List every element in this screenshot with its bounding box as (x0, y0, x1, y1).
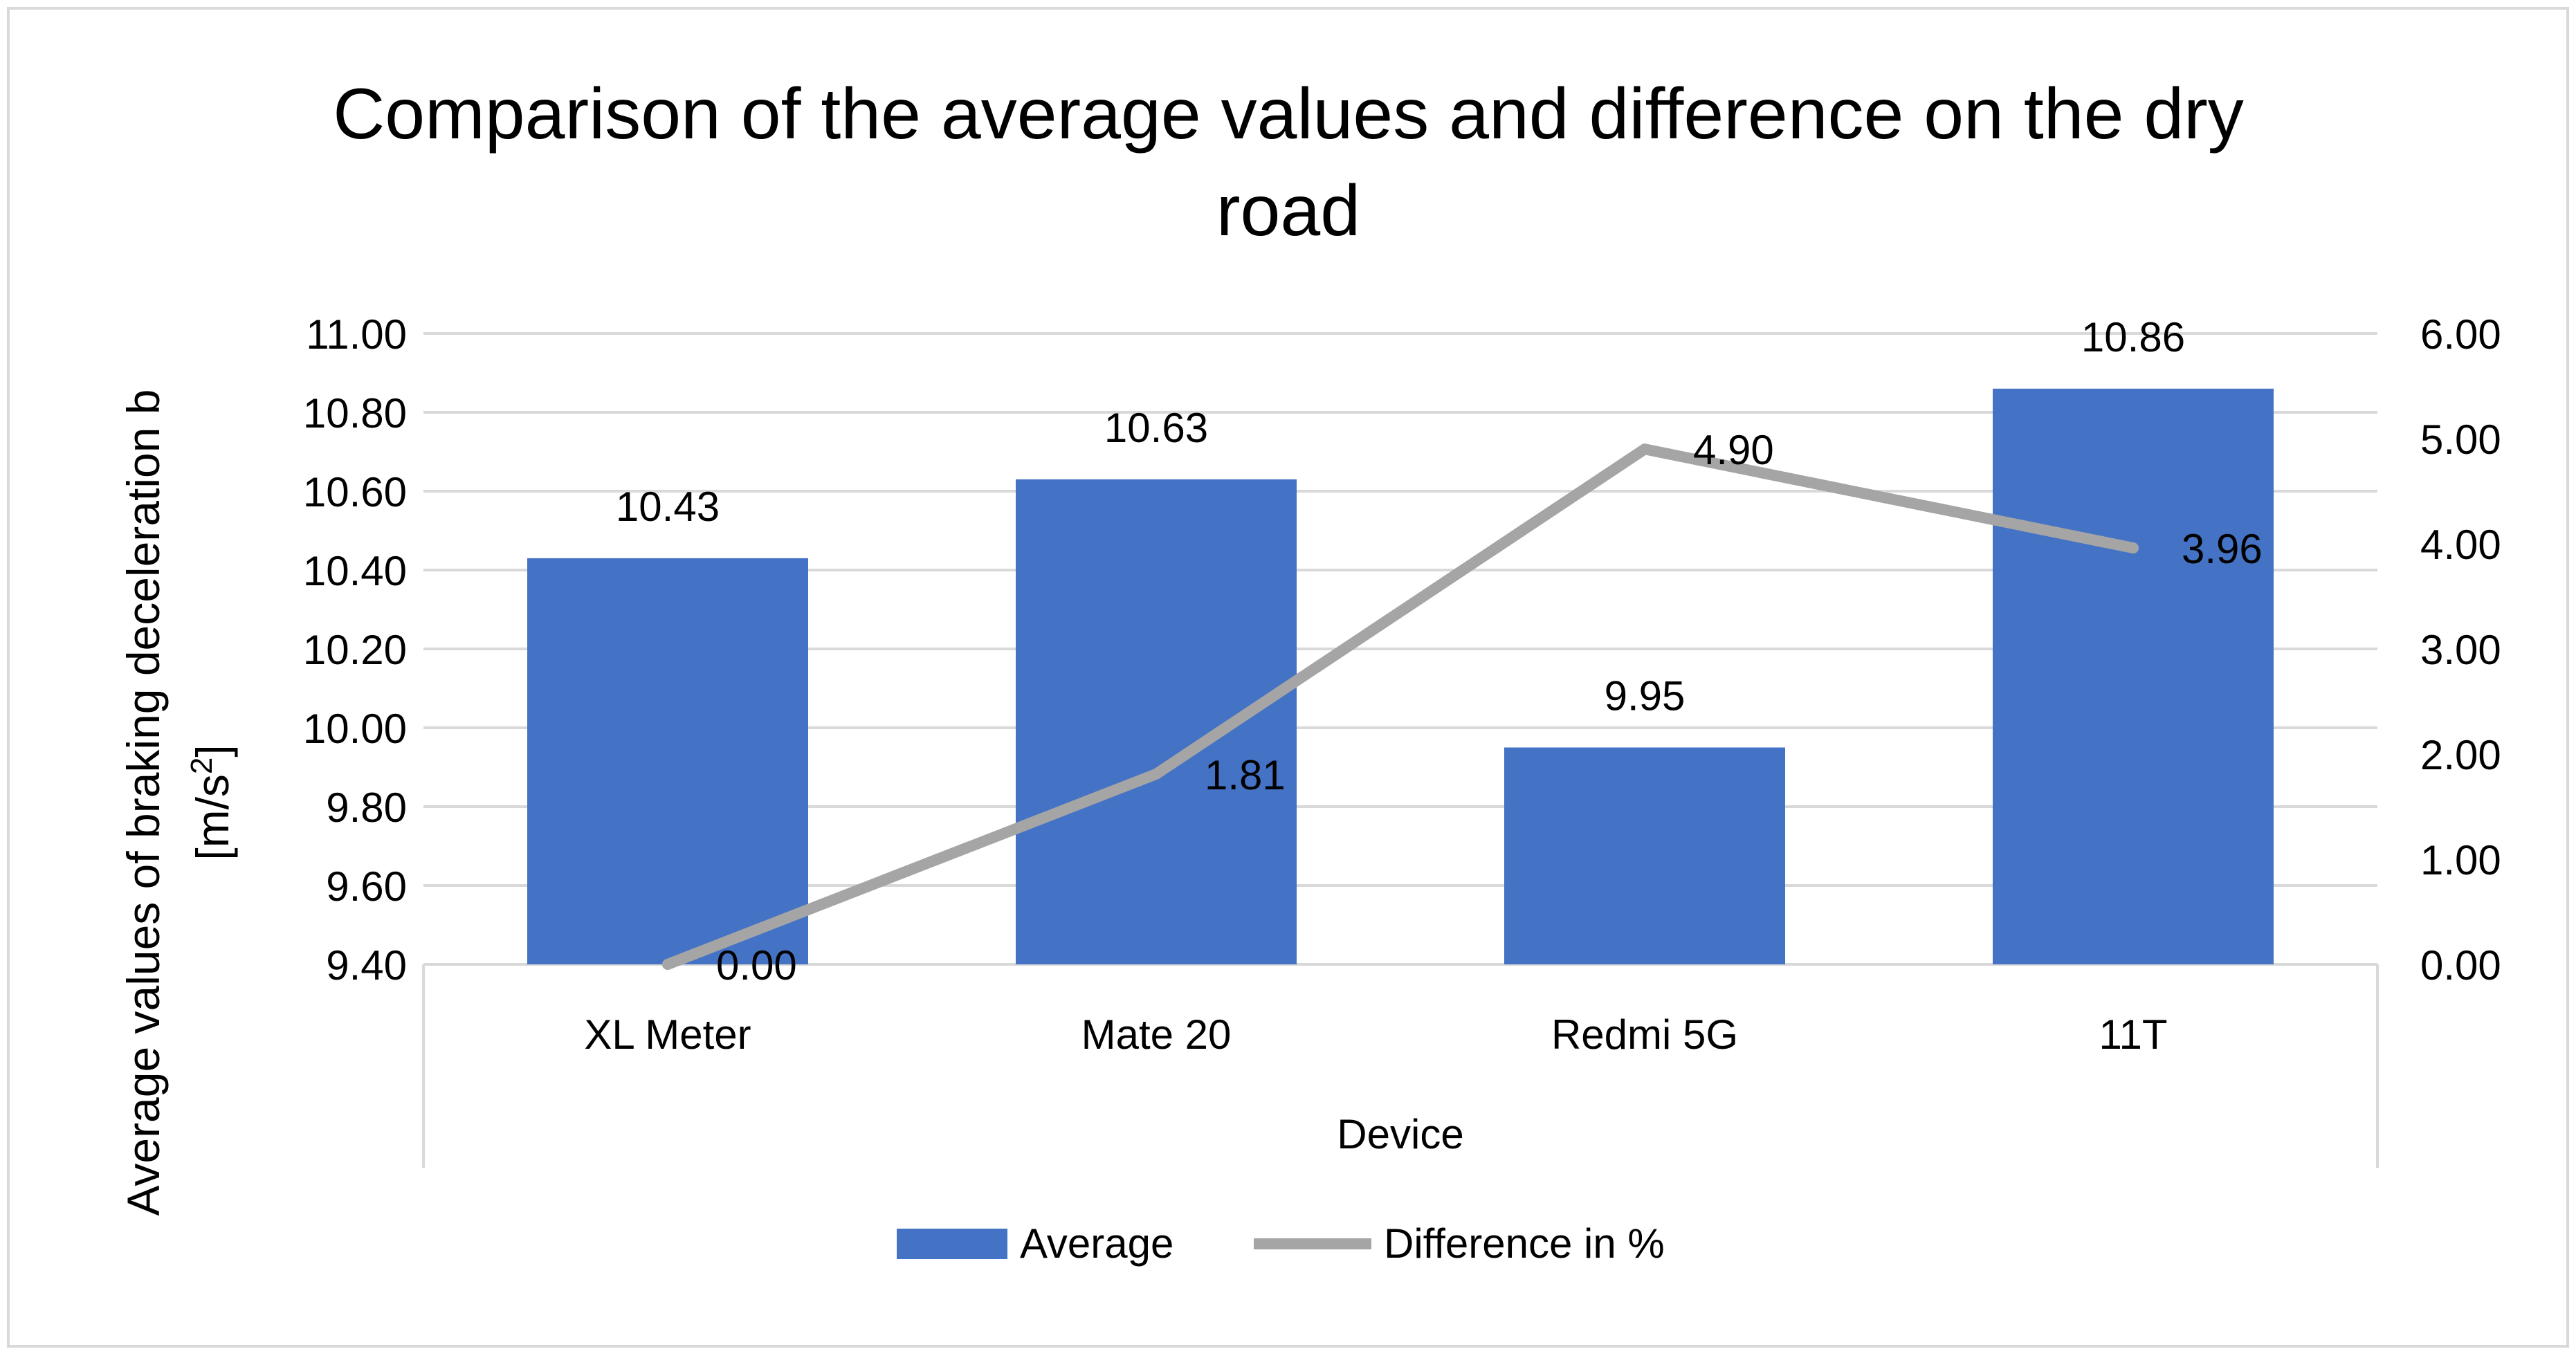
legend-label-difference: Difference in % (1384, 1220, 1665, 1267)
y2-tick-label: 2.00 (2420, 732, 2501, 778)
x-axis-ticks: XL Meter Mate 20 Redmi 5G 11T (584, 1011, 2167, 1058)
chart-title-line-2: road (1216, 171, 1360, 251)
line-data-label: 0.00 (716, 942, 797, 989)
y-tick-label: 10.80 (303, 390, 407, 437)
chart-title-line-1: Comparison of the average values and dif… (333, 74, 2244, 154)
y2-tick-label: 3.00 (2420, 627, 2501, 673)
y-tick-label: 10.60 (303, 469, 407, 515)
x-tick-label: 11T (2099, 1011, 2168, 1058)
y-tick-label: 11.00 (306, 311, 407, 358)
y-tick-label: 10.40 (303, 548, 407, 594)
legend: Average Difference in % (897, 1220, 1665, 1267)
bar-series-average (527, 388, 2274, 964)
y2-tick-label: 4.00 (2420, 522, 2501, 568)
x-tick-label: XL Meter (584, 1011, 751, 1058)
bar-data-label: 10.43 (616, 484, 720, 530)
difference-point (1639, 443, 1650, 455)
y-tick-label: 10.00 (303, 706, 407, 752)
y2-tick-label: 0.00 (2420, 942, 2501, 989)
x-tick-label: Mate 20 (1081, 1011, 1232, 1058)
bar-data-label: 9.95 (1605, 673, 1686, 719)
x-axis-label: Device (1337, 1111, 1463, 1157)
line-data-label: 1.81 (1205, 752, 1286, 798)
y2-tick-label: 1.00 (2420, 837, 2501, 883)
y-axis-label: Average values of braking deceleration b (118, 389, 169, 1216)
line-data-label: 3.96 (2182, 526, 2263, 572)
legend-swatch-average (897, 1229, 1007, 1259)
difference-point (2128, 542, 2139, 554)
bar-data-label: 10.63 (1104, 405, 1208, 451)
y2-axis-ticks: 0.00 1.00 2.00 3.00 4.00 5.00 6.00 (2420, 311, 2501, 989)
y-axis-ticks: 9.40 9.60 9.80 10.00 10.20 10.40 10.60 10.80 11.… (303, 311, 407, 989)
y-axis-unit-close: ] (187, 744, 238, 757)
bar-xl-meter (527, 558, 808, 964)
y-tick-label: 9.60 (326, 863, 407, 910)
y-axis-unit-sup: 2 (185, 758, 219, 774)
y-axis-unit-open: [m/s (187, 774, 238, 861)
bar-mate-20 (1016, 479, 1297, 964)
line-series-difference (662, 443, 2139, 970)
bar-data-labels: 10.43 10.63 9.95 10.86 (616, 314, 2185, 719)
bar-redmi-5g (1504, 747, 1785, 964)
difference-point (1151, 768, 1162, 780)
line-data-label: 4.90 (1693, 427, 1774, 473)
difference-line (662, 443, 2139, 970)
y-tick-label: 10.20 (303, 627, 407, 673)
y2-tick-label: 5.00 (2420, 416, 2501, 463)
line-data-labels: 0.00 1.81 4.90 3.96 (716, 427, 2263, 989)
legend-label-average: Average (1020, 1220, 1173, 1267)
difference-point (662, 959, 673, 970)
y-tick-label: 9.40 (326, 942, 407, 989)
y2-tick-label: 6.00 (2420, 311, 2501, 358)
bar-data-label: 10.86 (2081, 314, 2185, 360)
y-tick-label: 9.80 (326, 784, 407, 831)
y-axis-label-unit: [m/s2] (185, 744, 238, 860)
x-tick-label: Redmi 5G (1551, 1011, 1738, 1058)
bar-11t (1993, 388, 2274, 964)
